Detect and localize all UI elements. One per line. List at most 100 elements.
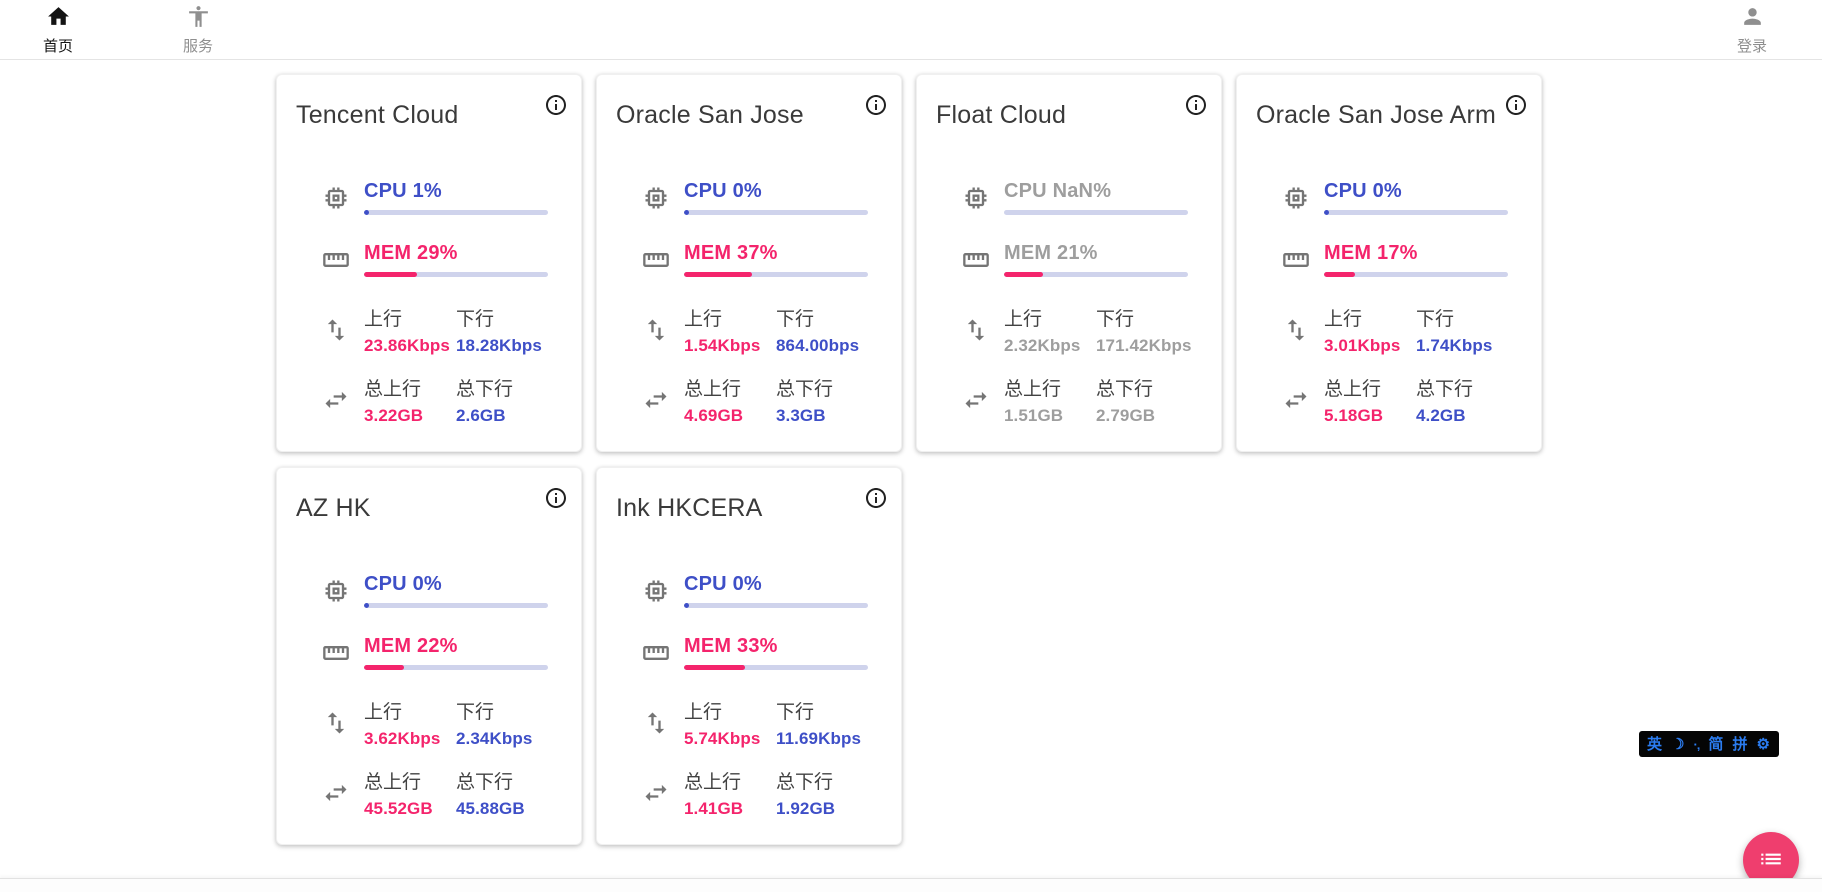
total-download-value: 2.6GB [456, 406, 506, 425]
upload-speed: 5.74Kbps [684, 729, 761, 748]
info-icon[interactable] [544, 93, 568, 117]
mem-progress-bar [684, 665, 868, 670]
upload-speed: 3.62Kbps [364, 729, 441, 748]
swap-horizontal-icon [961, 374, 990, 426]
total-download-value: 1.92GB [776, 799, 836, 818]
speed-row: 上行 3.01Kbps 下行 1.74Kbps [1256, 304, 1508, 356]
info-icon[interactable] [1504, 93, 1528, 117]
nav-item-login[interactable]: 登录 [1730, 4, 1774, 56]
info-icon[interactable] [1184, 93, 1208, 117]
ime-status-bar: 英 ☽ ·‚ 简 拼 ⚙︎ [1639, 731, 1779, 757]
server-name: Tencent Cloud [296, 101, 459, 129]
server-card: Float Cloud CPU NaN% [916, 74, 1222, 452]
swap-horizontal-icon [641, 374, 670, 426]
ime-language-icon[interactable]: 英 [1647, 735, 1663, 753]
cpu-row: CPU 0% [1256, 180, 1508, 215]
server-name: Oracle San Jose [616, 101, 804, 129]
download-speed: 2.34Kbps [456, 729, 533, 748]
server-name: AZ HK [296, 494, 371, 522]
upload-speed: 23.86Kbps [364, 336, 450, 355]
cpu-usage-text: CPU 0% [684, 573, 762, 595]
cpu-progress-bar [684, 210, 868, 215]
download-label: 下行 [456, 702, 495, 723]
mem-bar-fill [1004, 272, 1043, 277]
ruler-icon [1281, 242, 1310, 277]
swap-vertical-icon [321, 304, 350, 356]
mem-progress-bar [364, 272, 548, 277]
upload-speed: 3.01Kbps [1324, 336, 1401, 355]
speed-row: 上行 2.32Kbps 下行 171.42Kbps [936, 304, 1191, 356]
mem-bar-fill [364, 272, 418, 277]
upload-speed: 1.54Kbps [684, 336, 761, 355]
cpu-bar-fill [364, 210, 369, 215]
download-speed: 11.69Kbps [776, 729, 862, 748]
cpu-chip-icon [641, 573, 670, 608]
ime-pinyin-icon[interactable]: 拼 [1732, 735, 1748, 753]
total-download-value: 3.3GB [776, 406, 826, 425]
ruler-icon [961, 242, 990, 277]
cpu-row: CPU NaN% [936, 180, 1188, 215]
server-name: Oracle San Jose Arm [1256, 101, 1497, 129]
total-upload-label: 总上行 [684, 379, 742, 400]
cpu-usage-text: CPU 0% [684, 180, 762, 202]
ruler-icon [321, 242, 350, 277]
cpu-bar-fill [364, 603, 369, 608]
server-grid: Tencent Cloud CPU 1% [276, 74, 1546, 845]
total-row: 总上行 3.22GB 总下行 2.6GB [296, 374, 548, 426]
accessibility-icon [186, 4, 211, 34]
mem-usage-text: MEM 29% [364, 242, 458, 264]
download-label: 下行 [456, 309, 495, 330]
total-upload-value: 45.52GB [364, 799, 433, 818]
cpu-usage-text: CPU NaN% [1004, 180, 1112, 202]
total-download-value: 2.79GB [1096, 406, 1156, 425]
ime-simplified-icon[interactable]: 简 [1708, 735, 1724, 753]
total-upload-value: 5.18GB [1324, 406, 1384, 425]
upload-label: 上行 [364, 702, 403, 723]
download-label: 下行 [1416, 309, 1455, 330]
total-row: 总上行 5.18GB 总下行 4.2GB [1256, 374, 1508, 426]
ruler-icon [641, 635, 670, 670]
total-download-label: 总下行 [1096, 379, 1154, 400]
swap-horizontal-icon [641, 767, 670, 819]
swap-horizontal-icon [1281, 374, 1310, 426]
swap-vertical-icon [961, 304, 990, 356]
cpu-chip-icon [321, 573, 350, 608]
info-icon[interactable] [864, 93, 888, 117]
upload-label: 上行 [684, 702, 723, 723]
info-icon[interactable] [864, 486, 888, 510]
mem-row: MEM 22% [296, 635, 548, 670]
download-label: 下行 [1096, 309, 1135, 330]
swap-horizontal-icon [321, 767, 350, 819]
nav-item-services[interactable]: 服务 [176, 4, 220, 56]
swap-vertical-icon [1281, 304, 1310, 356]
total-download-value: 4.2GB [1416, 406, 1466, 425]
cpu-progress-bar [1324, 210, 1508, 215]
server-card: Tencent Cloud CPU 1% [276, 74, 582, 452]
info-icon[interactable] [544, 486, 568, 510]
total-download-label: 总下行 [776, 772, 834, 793]
nav-item-home[interactable]: 首页 [36, 4, 80, 56]
ime-punctuation-icon[interactable]: ·‚ [1693, 736, 1700, 752]
ime-settings-gear-icon[interactable]: ⚙︎ [1756, 735, 1770, 753]
total-upload-label: 总上行 [1324, 379, 1382, 400]
total-upload-value: 3.22GB [364, 406, 424, 425]
swap-vertical-icon [641, 304, 670, 356]
mem-row: MEM 21% [936, 242, 1188, 277]
download-speed: 18.28Kbps [456, 336, 542, 355]
cpu-chip-icon [961, 180, 990, 215]
ime-night-mode-icon[interactable]: ☽ [1671, 735, 1685, 753]
cpu-progress-bar [1004, 210, 1188, 215]
cpu-usage-text: CPU 0% [1324, 180, 1402, 202]
footer-divider [0, 878, 1822, 892]
download-label: 下行 [776, 309, 815, 330]
total-upload-label: 总上行 [1004, 379, 1062, 400]
total-upload-value: 1.41GB [684, 799, 744, 818]
speed-row: 上行 23.86Kbps 下行 18.28Kbps [296, 304, 548, 356]
speed-row: 上行 5.74Kbps 下行 11.69Kbps [616, 697, 868, 749]
cpu-usage-text: CPU 0% [364, 573, 442, 595]
download-speed: 1.74Kbps [1416, 336, 1493, 355]
server-card: Ink HKCERA CPU 0% [596, 467, 902, 845]
server-card: Oracle San Jose Arm CPU 0% [1236, 74, 1542, 452]
mem-bar-fill [1324, 272, 1356, 277]
download-label: 下行 [776, 702, 815, 723]
